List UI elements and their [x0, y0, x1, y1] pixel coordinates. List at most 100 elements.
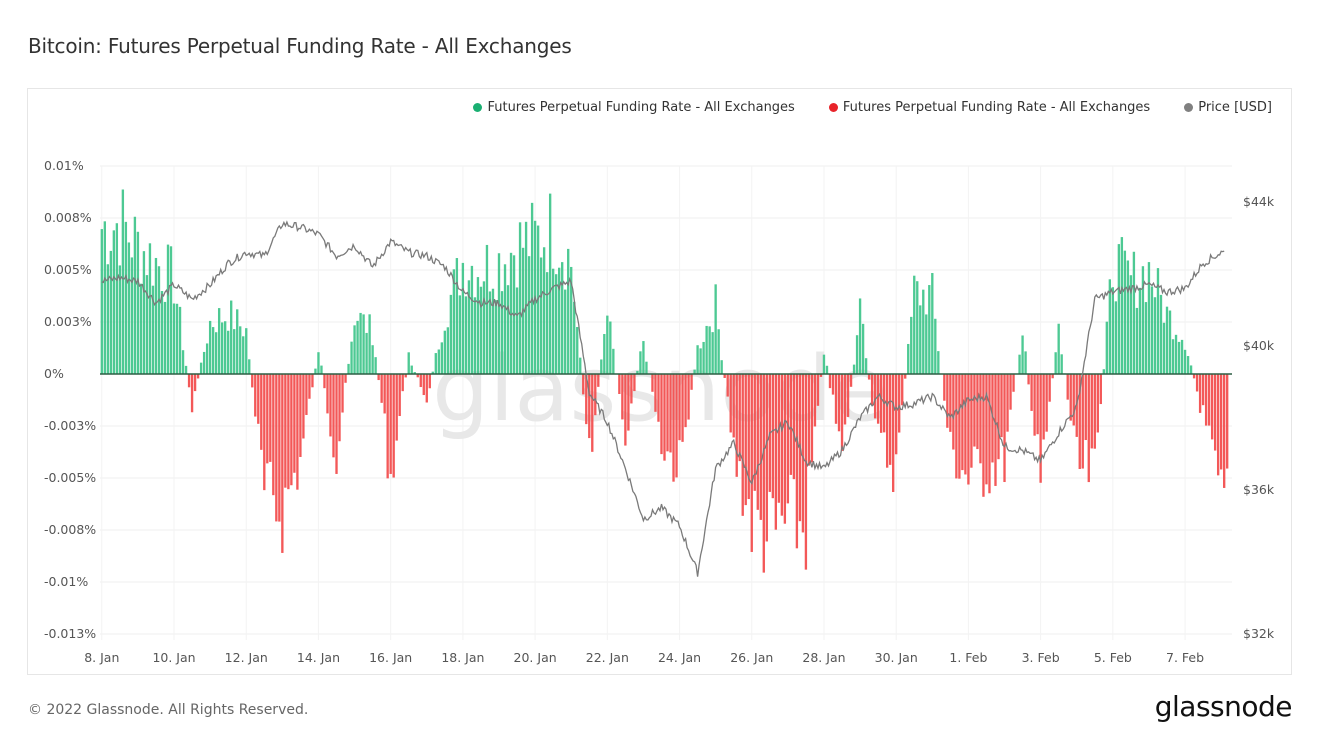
bar-positive	[248, 359, 251, 374]
bar-positive	[175, 303, 179, 374]
bar-positive	[500, 291, 504, 374]
bar-negative	[344, 374, 347, 383]
bar-positive	[928, 285, 931, 374]
bar-negative	[675, 374, 678, 478]
bar-positive	[224, 321, 227, 374]
bar-positive	[708, 326, 711, 374]
y-tick-label: -0.008%	[44, 522, 96, 537]
bar-negative	[1081, 374, 1084, 469]
bar-positive	[320, 365, 323, 374]
bar-negative	[1027, 374, 1030, 385]
bar-positive	[479, 286, 483, 374]
x-tick-label: 18. Jan	[441, 650, 484, 665]
bar-positive	[365, 332, 368, 374]
bar-negative	[1051, 374, 1054, 379]
bar-negative	[973, 374, 976, 447]
bar-negative	[1009, 374, 1012, 410]
bar-negative	[774, 374, 778, 530]
bar-positive	[151, 285, 155, 374]
bar-positive	[509, 252, 513, 374]
bar-positive	[227, 330, 230, 374]
bar-negative	[777, 374, 781, 503]
bar-negative	[588, 374, 591, 439]
bar-positive	[470, 265, 474, 374]
bar-negative	[329, 374, 332, 437]
bar-positive	[431, 371, 434, 374]
bar-positive	[1138, 287, 1142, 374]
bar-positive	[368, 314, 371, 374]
bar-positive	[145, 275, 149, 374]
legend-item-funding-negative[interactable]: Futures Perpetual Funding Rate - All Exc…	[828, 100, 1150, 115]
bar-positive	[934, 318, 937, 374]
price-line	[101, 220, 1225, 577]
bar-positive	[1102, 369, 1105, 374]
bar-negative	[741, 374, 744, 516]
bar-positive	[130, 257, 134, 374]
y-tick-label: -0.005%	[44, 470, 96, 485]
bar-negative	[1039, 374, 1042, 483]
x-tick-label: 16. Jan	[369, 650, 412, 665]
bar-negative	[1093, 374, 1096, 449]
bar-positive	[825, 365, 829, 374]
glassnode-logo[interactable]: glassnode	[1154, 690, 1293, 723]
bar-positive	[573, 301, 576, 374]
bar-positive	[1021, 335, 1024, 374]
x-tick-label: 26. Jan	[730, 650, 773, 665]
bar-negative	[885, 374, 889, 468]
bar-positive	[925, 314, 928, 374]
bar-negative	[296, 374, 299, 490]
bar-positive	[106, 264, 109, 374]
bar-positive	[1189, 365, 1193, 374]
bar-positive	[916, 281, 919, 374]
bar-negative	[663, 374, 666, 461]
price-tick-label: $32k	[1243, 626, 1275, 641]
x-tick-label: 30. Jan	[875, 650, 918, 665]
bar-negative	[735, 374, 738, 477]
chart-title: Bitcoin: Futures Perpetual Funding Rate …	[28, 34, 572, 58]
bar-negative	[630, 374, 633, 404]
bar-negative	[970, 374, 973, 468]
bar-positive	[245, 328, 248, 374]
bar-negative	[594, 374, 597, 416]
bar-negative	[810, 374, 814, 463]
bar-positive	[545, 272, 549, 374]
bar-negative	[338, 374, 341, 442]
legend-item-funding-positive[interactable]: Futures Perpetual Funding Rate - All Exc…	[473, 100, 795, 115]
bar-positive	[524, 221, 528, 374]
bar-positive	[910, 316, 913, 374]
bar-positive	[1156, 268, 1160, 374]
legend-item-price[interactable]: Price [USD]	[1184, 100, 1272, 115]
bar-negative	[1223, 374, 1226, 488]
x-tick-label: 28. Jan	[802, 650, 845, 665]
bar-negative	[946, 374, 949, 428]
bar-positive	[208, 320, 212, 374]
bar-negative	[964, 374, 967, 475]
bar-negative	[840, 374, 844, 451]
bar-negative	[278, 374, 281, 522]
bar-negative	[1198, 374, 1202, 413]
bar-negative	[789, 374, 793, 475]
x-tick-label: 12. Jan	[225, 650, 268, 665]
bar-negative	[380, 374, 383, 403]
bar-negative	[1045, 374, 1048, 432]
bar-negative	[732, 374, 735, 438]
bar-negative	[1084, 374, 1087, 441]
bar-positive	[570, 266, 573, 374]
bar-positive	[166, 244, 170, 374]
bar-positive	[410, 365, 413, 374]
bar-negative	[1075, 374, 1078, 437]
bar-positive	[464, 296, 468, 374]
bar-negative	[1099, 374, 1102, 405]
bar-positive	[699, 348, 702, 374]
bar-positive	[913, 275, 916, 374]
red-dot-icon	[828, 103, 838, 112]
bar-negative	[311, 374, 314, 388]
watermark: glassnode	[432, 337, 888, 442]
x-tick-label: 14. Jan	[297, 650, 340, 665]
bar-positive	[214, 332, 218, 374]
bar-negative	[750, 374, 753, 552]
bar-negative	[943, 374, 946, 401]
bar-negative	[873, 374, 877, 419]
bar-positive	[356, 320, 359, 374]
bar-negative	[949, 374, 952, 432]
